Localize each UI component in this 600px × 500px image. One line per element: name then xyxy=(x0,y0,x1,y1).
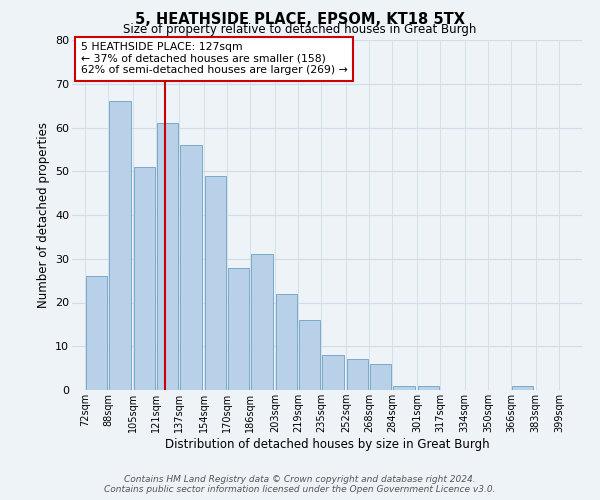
Bar xyxy=(299,320,320,390)
Bar xyxy=(180,145,202,390)
Bar xyxy=(393,386,415,390)
Bar xyxy=(157,123,178,390)
Bar xyxy=(86,276,107,390)
Bar xyxy=(228,268,250,390)
Bar xyxy=(322,355,344,390)
X-axis label: Distribution of detached houses by size in Great Burgh: Distribution of detached houses by size … xyxy=(164,438,490,451)
Bar xyxy=(109,101,131,390)
Text: 5 HEATHSIDE PLACE: 127sqm
← 37% of detached houses are smaller (158)
62% of semi: 5 HEATHSIDE PLACE: 127sqm ← 37% of detac… xyxy=(80,42,347,76)
Text: Size of property relative to detached houses in Great Burgh: Size of property relative to detached ho… xyxy=(124,22,476,36)
Bar xyxy=(251,254,272,390)
Bar xyxy=(370,364,391,390)
Bar xyxy=(512,386,533,390)
Bar xyxy=(347,360,368,390)
Bar xyxy=(418,386,439,390)
Y-axis label: Number of detached properties: Number of detached properties xyxy=(37,122,50,308)
Text: Contains HM Land Registry data © Crown copyright and database right 2024.
Contai: Contains HM Land Registry data © Crown c… xyxy=(104,474,496,494)
Text: 5, HEATHSIDE PLACE, EPSOM, KT18 5TX: 5, HEATHSIDE PLACE, EPSOM, KT18 5TX xyxy=(135,12,465,28)
Bar xyxy=(275,294,297,390)
Bar xyxy=(134,167,155,390)
Bar xyxy=(205,176,226,390)
